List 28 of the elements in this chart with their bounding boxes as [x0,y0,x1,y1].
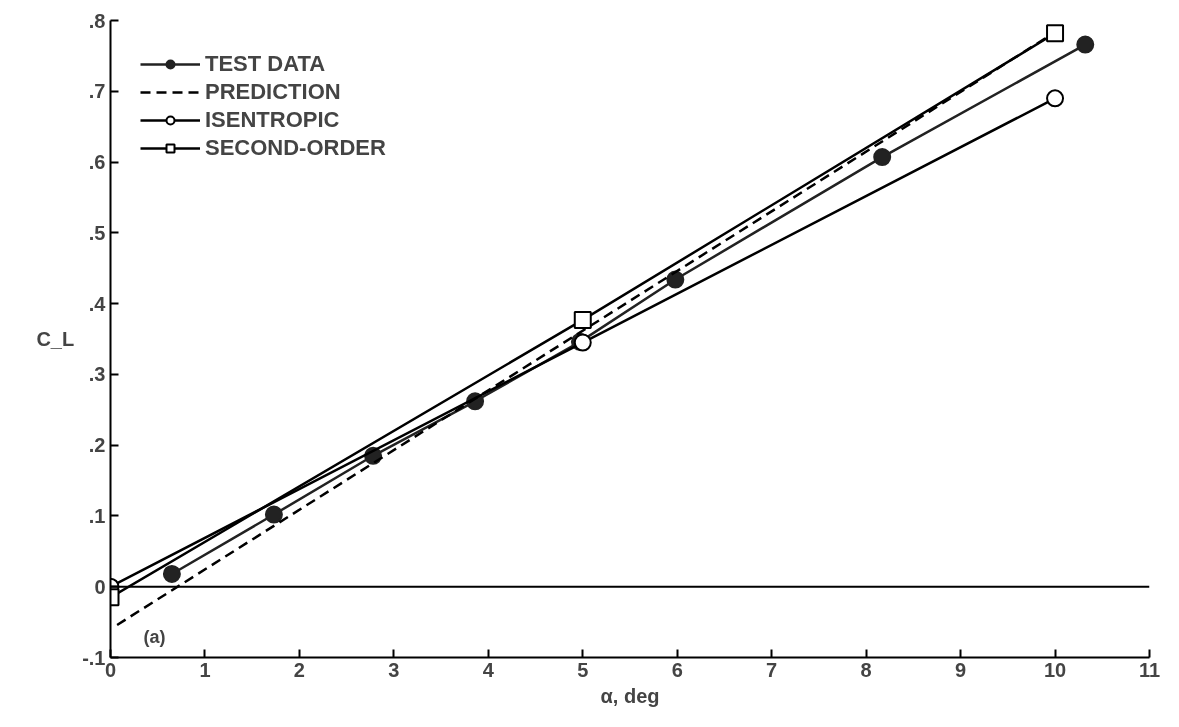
x-tick-label: 11 [1138,658,1161,681]
annotation: (a) [143,626,166,647]
y-tick-label: 0 [94,575,106,598]
x-tick-label: 8 [860,658,872,681]
y-tick-label: -.1 [82,646,106,669]
x-axis-title: α, deg [600,684,660,707]
x-tick-label: 4 [482,658,495,681]
legend-label: PREDICTION [205,78,341,106]
y-axis-title: C_L [36,328,75,350]
y-tick-label: .5 [88,221,106,244]
x-tick-label: 5 [577,658,589,681]
y-tick-label: .3 [88,363,106,386]
x-tick-label: 6 [671,658,683,681]
y-tick-label: .4 [88,292,107,315]
x-tick-label: 9 [955,658,967,681]
x-tick-label: 1 [199,658,211,681]
y-tick-label: .1 [88,504,106,527]
legend-label: TEST DATA [205,50,326,78]
y-tick-label: .2 [88,434,106,457]
y-tick-label: .7 [88,80,106,103]
legend-label: ISENTROPIC [205,106,340,134]
y-tick-label: .6 [88,151,106,174]
x-tick-label: 3 [388,658,400,681]
legend-label: SECOND-ORDER [205,134,386,162]
x-tick-label: 10 [1043,658,1067,681]
y-tick-label: .8 [88,9,106,32]
x-tick-label: 7 [766,658,778,681]
x-tick-label: 2 [293,658,305,681]
